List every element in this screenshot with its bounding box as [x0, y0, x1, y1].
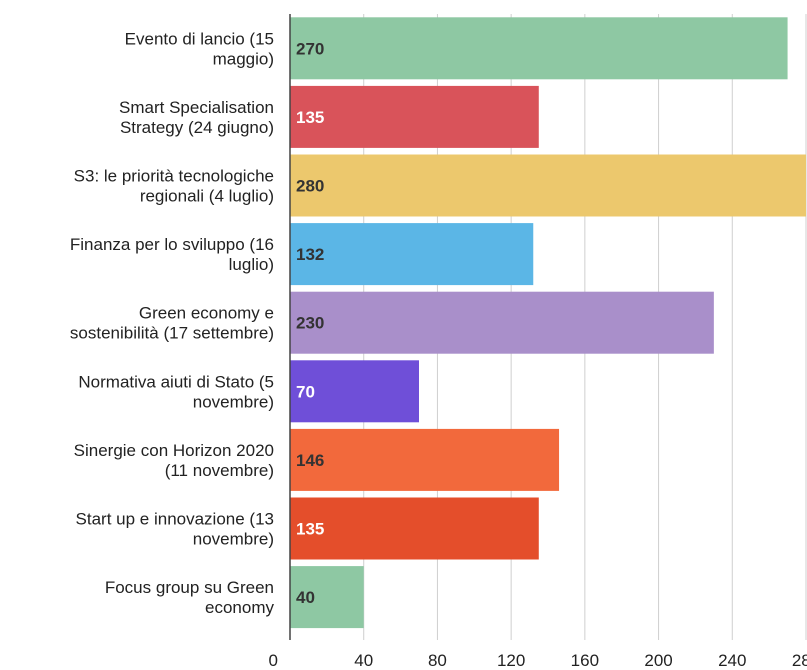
bar-value-label: 135	[296, 520, 324, 539]
category-label-line: Sinergie con Horizon 2020	[74, 441, 274, 460]
bar-value-label: 270	[296, 39, 324, 58]
category-label-line: regionali (4 luglio)	[140, 187, 274, 206]
category-label-line: novembre)	[193, 392, 274, 411]
x-tick-label: 120	[497, 651, 525, 670]
bar	[290, 154, 806, 217]
category-label: Sinergie con Horizon 2020 (11 novembre)	[74, 441, 274, 480]
x-tick-label: 80	[428, 651, 447, 670]
bar-value-label: 146	[296, 451, 324, 470]
category-label-line: Normativa aiuti di Stato (5	[78, 372, 274, 391]
category-label-line: Focus group su Green	[105, 578, 274, 597]
bar-value-label: 70	[296, 382, 315, 401]
category-label: Smart Specialisation Strategy (24 giugno)	[119, 98, 274, 137]
x-tick-label: 40	[354, 651, 373, 670]
category-label-line: S3: le priorità tecnologiche	[74, 167, 274, 186]
category-label: Normativa aiuti di Stato (5 novembre)	[78, 372, 274, 411]
category-label-line: Start up e innovazione (13	[76, 510, 274, 529]
bar-value-label: 135	[296, 108, 324, 127]
bar-value-label: 40	[296, 588, 315, 607]
x-tick-label: 160	[571, 651, 599, 670]
category-label-line: Evento di lancio (15	[125, 29, 274, 48]
category-label: S3: le priorità tecnologiche regionali (4…	[74, 167, 274, 206]
category-label-line: (11 novembre)	[165, 461, 274, 480]
category-label-line: economy	[205, 598, 274, 617]
bar	[290, 291, 714, 354]
bar	[290, 497, 539, 560]
x-tick-label: 280	[792, 651, 807, 670]
category-label-line: Smart Specialisation	[119, 98, 274, 117]
bar	[290, 85, 539, 148]
category-label: Green economy e sostenibilità (17 settemb…	[70, 304, 274, 343]
bar	[290, 360, 419, 423]
bar-value-label: 280	[296, 177, 324, 196]
bar	[290, 566, 364, 629]
category-label-line: Finanza per lo sviluppo (16	[70, 235, 274, 254]
x-tick-label: 200	[644, 651, 672, 670]
category-label: Evento di lancio (15 maggio)	[125, 29, 274, 68]
bar	[290, 223, 534, 286]
bars	[290, 17, 806, 629]
category-label-line: luglio)	[229, 255, 274, 274]
bar	[290, 428, 560, 491]
category-label-line: Strategy (24 giugno)	[120, 118, 274, 137]
category-label: Start up e innovazione (13 novembre)	[76, 510, 274, 549]
category-labels: Evento di lancio (15 maggio) Smart Special…	[70, 29, 275, 617]
category-label-line: novembre)	[193, 530, 274, 549]
bar-value-label: 132	[296, 245, 324, 264]
category-label-line: Green economy e	[139, 304, 274, 323]
x-tick-label: 0	[269, 651, 278, 670]
x-tick-label: 240	[718, 651, 746, 670]
x-axis-ticks: 0 40 80 120 160 200 240 280	[269, 651, 807, 670]
category-label-line: maggio)	[213, 49, 274, 68]
bar-value-label: 230	[296, 314, 324, 333]
category-label: Finanza per lo sviluppo (16 luglio)	[70, 235, 274, 274]
bar	[290, 17, 788, 80]
category-label: Focus group su Green economy	[105, 578, 275, 617]
category-label-line: sostenibilità (17 settembre)	[70, 324, 274, 343]
value-labels: 270 135 280 132 230 70 146 135 40	[296, 39, 324, 607]
